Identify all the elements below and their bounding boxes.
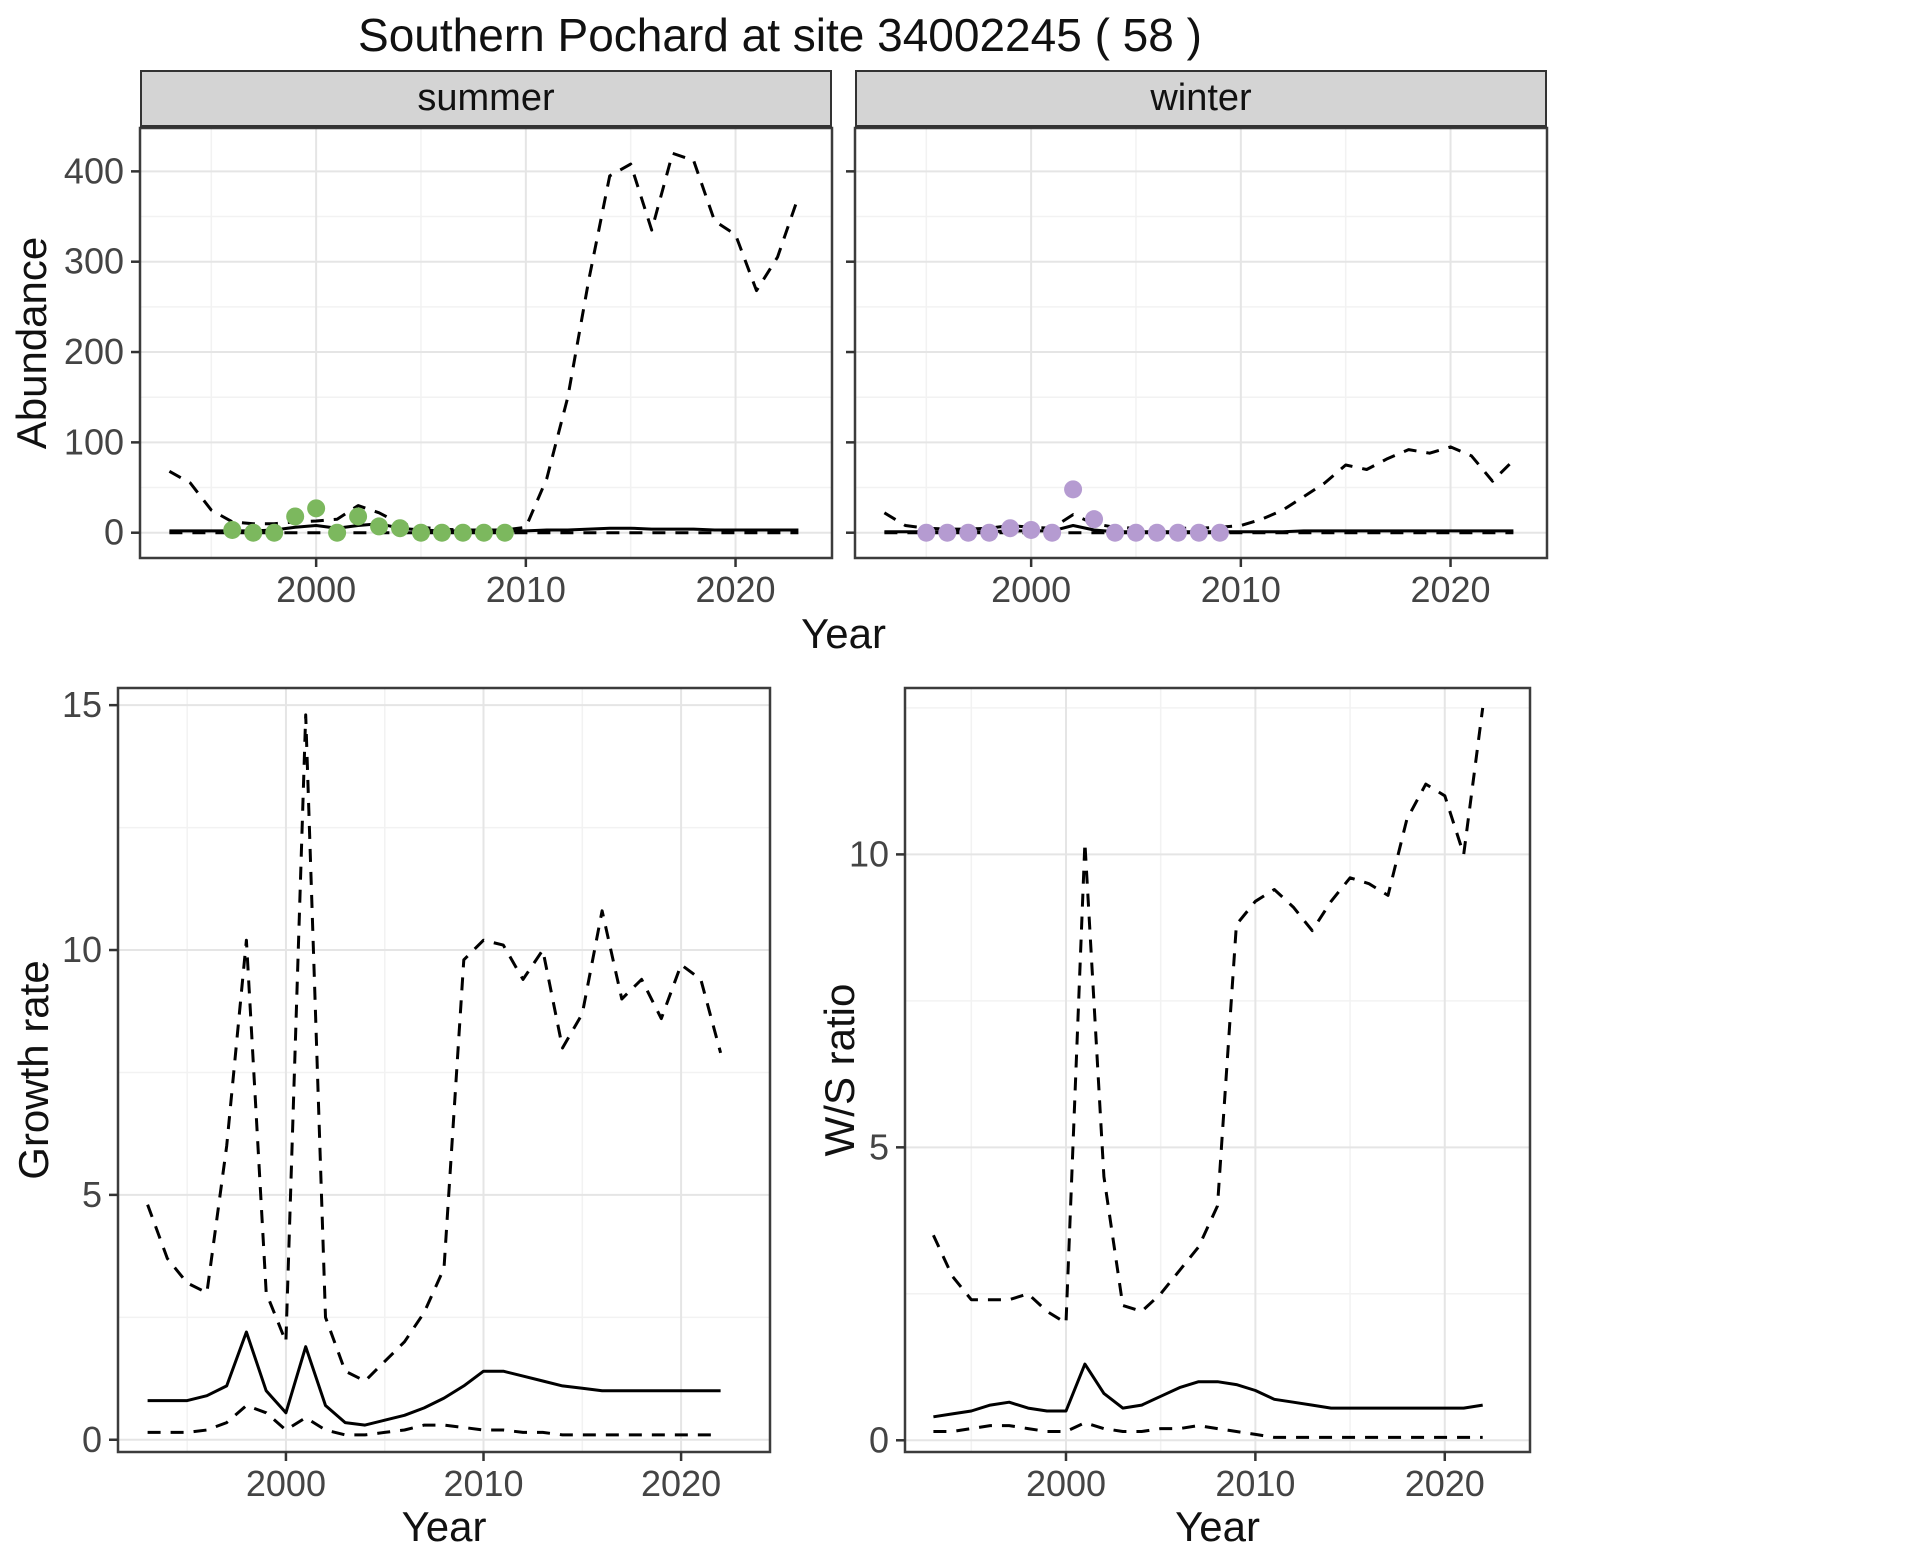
figure-title: Southern Pochard at site 34002245 ( 58 ) [358, 9, 1202, 61]
svg-text:2020: 2020 [641, 1463, 721, 1504]
svg-text:0: 0 [82, 1419, 102, 1460]
panel-abundance-summer: 2000 2010 2020 0 100 200 300 400 [64, 126, 834, 610]
svg-text:2010: 2010 [486, 569, 566, 610]
svg-text:15: 15 [62, 684, 102, 725]
y-axis-title-growth-rate: Growth rate [10, 960, 57, 1180]
svg-text:2000: 2000 [991, 569, 1071, 610]
svg-text:400: 400 [64, 150, 124, 191]
svg-text:0: 0 [869, 1419, 889, 1460]
panel-abundance-winter: 2000 2010 2020 [846, 126, 1549, 610]
panel-ws-ratio: 2000 2010 2020 0 5 10 [849, 686, 1532, 1504]
panel-growth-rate: 2000 2010 2020 0 5 10 15 [62, 684, 772, 1504]
facet-strip-winter: winter [855, 70, 1547, 128]
x-axis-title-year-bottom-left: Year [401, 1503, 487, 1550]
facet-strip-summer-label: summer [417, 77, 555, 119]
svg-text:5: 5 [869, 1126, 889, 1167]
x-axis-title-year-bottom-right: Year [1175, 1503, 1260, 1550]
svg-text:200: 200 [64, 331, 124, 372]
svg-text:2020: 2020 [1410, 569, 1490, 610]
svg-text:2020: 2020 [695, 569, 775, 610]
x-axis-title-year-top: Year [801, 610, 886, 657]
svg-text:2000: 2000 [246, 1463, 326, 1504]
svg-text:2010: 2010 [1201, 569, 1281, 610]
facet-strip-summer: summer [140, 70, 832, 128]
svg-text:5: 5 [82, 1174, 102, 1215]
svg-text:100: 100 [64, 421, 124, 462]
svg-text:2020: 2020 [1405, 1463, 1485, 1504]
svg-text:2010: 2010 [443, 1463, 523, 1504]
svg-text:2000: 2000 [276, 569, 356, 610]
svg-text:10: 10 [62, 929, 102, 970]
svg-text:10: 10 [849, 833, 889, 874]
y-axis-title-ws-ratio: W/S ratio [816, 983, 863, 1157]
svg-text:300: 300 [64, 241, 124, 282]
y-axis-title-abundance: Abundance [8, 236, 55, 450]
svg-text:2010: 2010 [1215, 1463, 1295, 1504]
svg-text:2000: 2000 [1026, 1463, 1106, 1504]
facet-strip-winter-label: winter [1150, 77, 1252, 119]
svg-text:0: 0 [104, 512, 124, 553]
